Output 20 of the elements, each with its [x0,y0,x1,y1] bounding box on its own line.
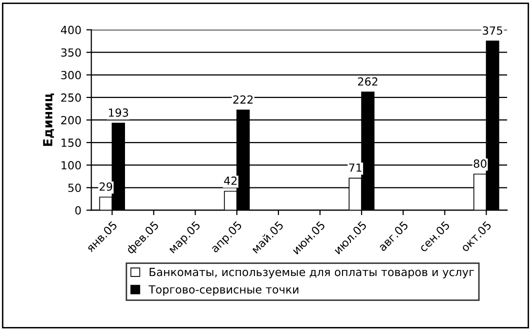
data-label: 42 [224,176,237,185]
y-tick-label: 150 [62,138,81,147]
data-label: 29 [100,182,112,191]
legend-label: Торгово-сервисные точки [148,285,298,296]
data-label: 71 [349,164,362,172]
y-tick-label: 400 [60,26,81,34]
y-tick-label: 300 [61,70,81,80]
y-tick-label: 250 [61,93,81,102]
legend-label: Банкоматы, используемые для оплаты товаров и услуг [150,268,474,278]
data-label: 193 [108,108,128,117]
y-tick-label: 50 [68,184,81,192]
y-axis-title: Единиц [43,94,54,146]
data-label: 222 [233,95,253,104]
y-tick-label: 200 [61,116,81,124]
data-label: 262 [358,77,378,86]
y-tick-label: 100 [62,161,81,170]
y-tick-label: 350 [61,48,81,57]
data-label: 80 [474,159,486,168]
y-tick-label: 0 [75,206,81,215]
data-label: 375 [482,26,502,35]
